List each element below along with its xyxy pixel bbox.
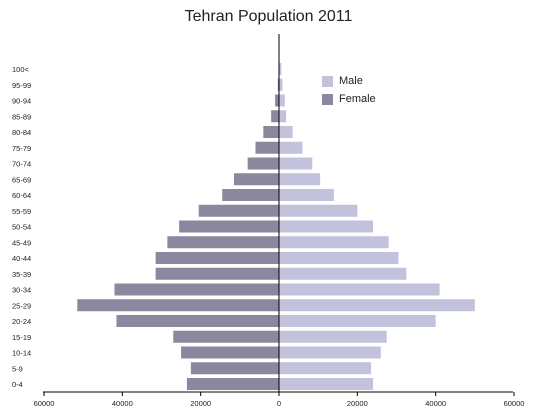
y-tick-label: 15-19 [12, 333, 31, 342]
bar-female-10-14 [181, 346, 279, 359]
bar-female-20-24 [116, 315, 279, 327]
y-tick-label: 0-4 [12, 380, 23, 389]
legend-swatch-male [322, 75, 333, 87]
bar-male-0-4 [279, 378, 373, 390]
legend-label-female: Female [339, 93, 376, 105]
y-tick-label: 25-29 [12, 301, 31, 310]
x-tick-label: 40000 [425, 399, 446, 408]
x-tick-label: 40000 [112, 399, 133, 408]
y-tick-label: 60-64 [12, 191, 31, 200]
bar-male-15-19 [279, 330, 387, 343]
bar-female-0-4 [186, 378, 279, 390]
x-tick-label: 60000 [34, 399, 55, 408]
bar-male-80-84 [279, 126, 293, 138]
bar-female-55-59 [198, 204, 279, 217]
bar-male-35-39 [279, 267, 407, 280]
bar-female-30-34 [114, 283, 279, 296]
bar-female-75-79 [255, 141, 279, 154]
bar-female-5-9 [190, 362, 279, 375]
bar-female-90-94 [275, 94, 279, 107]
y-tick-label: 10-14 [12, 349, 31, 358]
y-tick-label: 45-49 [12, 238, 31, 247]
x-tick-label: 20000 [190, 399, 211, 408]
legend-swatch-female [322, 93, 333, 105]
y-tick-label: 75-79 [12, 144, 31, 153]
y-tick-label: 65-69 [12, 175, 31, 184]
bar-female-65-69 [233, 173, 279, 186]
bar-male-75-79 [279, 141, 303, 154]
bar-female-70-74 [247, 157, 279, 170]
bar-male-100< [279, 63, 282, 75]
bar-female-80-84 [263, 126, 279, 138]
bar-female-95-99 [277, 78, 279, 91]
y-tick-label: 20-24 [12, 317, 31, 326]
bar-female-35-39 [155, 267, 279, 280]
bar-male-70-74 [279, 157, 313, 170]
bar-female-60-64 [222, 189, 279, 201]
bar-male-60-64 [279, 189, 334, 201]
bar-female-45-49 [167, 236, 279, 249]
bar-male-40-44 [279, 252, 399, 264]
bar-male-90-94 [279, 94, 285, 107]
y-tick-label: 85-89 [12, 112, 31, 121]
y-tick-label: 5-9 [12, 364, 23, 373]
y-tick-label: 40-44 [12, 254, 31, 263]
legend-item-male: Male [322, 72, 376, 90]
bar-female-25-29 [77, 299, 280, 312]
legend-item-female: Female [322, 90, 376, 108]
bar-female-15-19 [173, 330, 279, 343]
chart-title: Tehran Population 2011 [184, 8, 353, 25]
bar-male-85-89 [279, 110, 287, 123]
y-tick-label: 90-94 [12, 97, 31, 106]
x-tick-label: 60000 [504, 399, 525, 408]
bar-female-85-89 [271, 110, 279, 123]
bar-female-50-54 [179, 220, 279, 233]
chart-legend: Male Female [322, 72, 376, 108]
y-tick-label: 100< [12, 65, 30, 74]
bar-male-65-69 [279, 173, 321, 186]
bar-male-50-54 [279, 220, 373, 233]
y-tick-label: 35-39 [12, 270, 31, 279]
x-tick-label: 0 [277, 399, 281, 408]
y-tick-label: 30-34 [12, 286, 31, 295]
y-tick-label: 95-99 [12, 81, 31, 90]
y-tick-label: 80-84 [12, 128, 31, 137]
y-tick-label: 50-54 [12, 223, 31, 232]
legend-label-male: Male [339, 75, 363, 87]
bar-male-30-34 [279, 283, 440, 296]
y-tick-label: 70-74 [12, 160, 31, 169]
bar-male-45-49 [279, 236, 389, 249]
y-tick-label: 55-59 [12, 207, 31, 216]
bar-male-95-99 [279, 78, 283, 91]
bar-male-20-24 [279, 315, 436, 327]
bar-male-5-9 [279, 362, 372, 375]
bar-female-40-44 [155, 252, 279, 264]
bar-male-55-59 [279, 204, 358, 217]
bar-male-10-14 [279, 346, 381, 359]
x-tick-label: 20000 [347, 399, 368, 408]
bar-male-25-29 [279, 299, 475, 312]
